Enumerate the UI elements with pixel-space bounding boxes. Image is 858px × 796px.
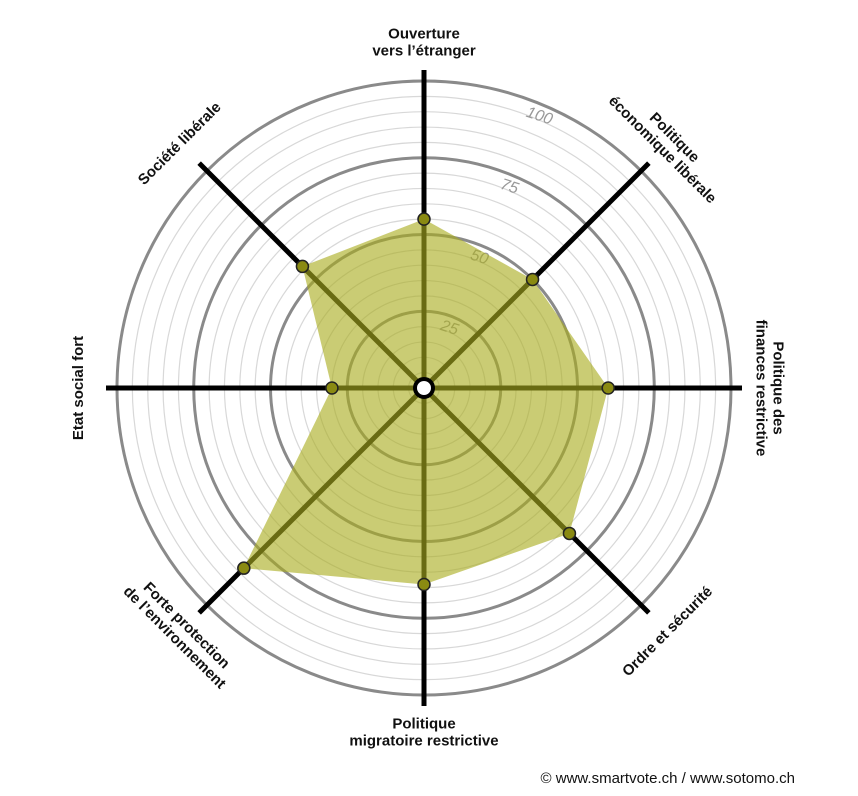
axis-label-line: finances restrictive <box>753 320 770 457</box>
point <box>295 259 310 274</box>
area <box>243 219 609 585</box>
point <box>525 272 540 287</box>
point <box>417 212 431 226</box>
axis-label-line: Ouverture <box>388 25 460 42</box>
point <box>601 381 615 395</box>
point <box>325 381 339 395</box>
axis-label-line: Politique des <box>770 341 787 434</box>
point <box>237 561 251 575</box>
footer: © www.smartvote.ch / www.sotomo.ch <box>541 770 795 787</box>
center <box>413 377 435 399</box>
axis-label-line: migratoire restrictive <box>349 732 498 749</box>
axis-label-line: Etat social fort <box>70 336 87 440</box>
axis-label-line: vers l’étranger <box>372 42 476 59</box>
axis-label-line: Politique <box>392 715 455 732</box>
axis-label: Etat social fort <box>70 336 87 440</box>
point <box>562 526 577 541</box>
point <box>417 577 431 592</box>
tick-label: 75 <box>498 176 520 198</box>
